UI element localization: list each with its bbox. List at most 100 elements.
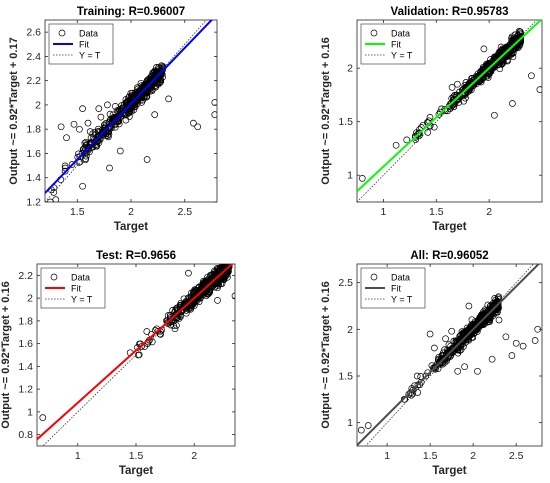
data-point: [460, 97, 468, 105]
data-point: [508, 50, 515, 58]
plot-area: [37, 255, 235, 446]
data-point-outlier: [454, 80, 461, 88]
data-point-outlier: [106, 164, 113, 172]
data-point: [202, 283, 209, 291]
data-point: [469, 78, 477, 86]
data-point: [100, 127, 108, 135]
data-point: [122, 116, 130, 124]
data-point: [462, 327, 470, 335]
data-point-outlier: [211, 111, 217, 118]
data-point: [171, 307, 179, 314]
legend-data-label: Data: [71, 273, 90, 283]
plot-area: [45, 20, 217, 202]
x-tick-label: 1.5: [129, 450, 144, 462]
y-tick-label: 1.2: [18, 384, 33, 396]
data-point: [188, 301, 196, 308]
data-point-outlier: [165, 95, 172, 103]
legend-yt-label: Y = T: [391, 51, 413, 61]
data-point-outlier: [86, 128, 94, 135]
data-point: [485, 70, 493, 77]
legend-data-label: Data: [391, 29, 410, 39]
y-axis-label: Output ~= 0.92*Target + 0.17: [8, 37, 20, 184]
data-point: [492, 59, 500, 67]
y-axis-label: Output ~= 0.92*Target + 0.16: [0, 281, 12, 428]
data-point: [130, 102, 138, 109]
data-point-outlier: [512, 339, 520, 347]
y-tick-label: 1: [27, 406, 33, 418]
subplot-4: 1 1.5 2 2.5 1 1.5 2 2.5 All: R=0.96052 Target Outp…: [320, 250, 543, 477]
x-tick-label: 2.5: [509, 450, 524, 462]
data-point-outlier: [143, 156, 151, 163]
data-point: [473, 75, 481, 83]
legend-data-label: Data: [79, 29, 98, 39]
x-axis-label: Target: [432, 465, 466, 477]
y-tick-label: 2.4: [26, 51, 41, 63]
data-point-outlier: [79, 105, 86, 112]
fit-line: [37, 264, 234, 441]
data-point-outlier: [231, 292, 235, 300]
identity-line: [365, 264, 534, 446]
data-point: [155, 64, 162, 71]
data-point-outlier: [442, 335, 449, 343]
data-point: [496, 65, 504, 73]
data-point-outlier: [426, 330, 434, 338]
data-point-outlier: [461, 363, 468, 371]
y-tick-label: 1: [347, 170, 353, 182]
data-point: [86, 141, 94, 149]
y-tick-label: 1: [347, 417, 353, 429]
data-point: [455, 99, 463, 106]
data-point-outlier: [531, 337, 539, 344]
data-point: [517, 30, 525, 38]
identity-line: [357, 20, 538, 202]
data-point-outlier: [448, 327, 456, 335]
x-axis-label: Target: [114, 221, 148, 233]
data-point: [226, 255, 232, 261]
data-point: [457, 332, 464, 339]
data-point-outlier: [70, 120, 78, 128]
x-tick-label: 1.5: [423, 450, 438, 462]
data-point: [204, 290, 212, 298]
legend-data-marker: [370, 273, 378, 281]
data-point: [483, 311, 491, 318]
data-point-outlier: [47, 198, 54, 202]
plot-area: [357, 20, 542, 202]
x-tick-label: 2: [470, 450, 476, 462]
data-point-outlier: [480, 45, 488, 53]
data-point: [499, 56, 507, 64]
data-point: [211, 275, 219, 283]
data-point-outlier: [448, 84, 456, 91]
data-point: [149, 76, 157, 83]
chart-title: Test: R=0.9656: [96, 250, 176, 262]
data-point: [106, 110, 114, 118]
data-point: [487, 314, 494, 322]
data-point: [145, 75, 152, 83]
y-tick-label: 2: [347, 63, 353, 75]
data-point: [170, 322, 178, 330]
data-point-outlier: [488, 355, 496, 363]
data-point: [124, 102, 132, 110]
y-tick-label: 0.8: [18, 429, 33, 441]
x-tick-label: 2: [191, 450, 197, 462]
data-point-outlier: [52, 196, 60, 202]
data-point-outlier: [491, 111, 498, 119]
x-tick-label: 1: [381, 206, 387, 218]
data-point-outlier: [357, 426, 365, 434]
y-tick-label: 1.6: [26, 148, 41, 160]
y-tick-label: 2.2: [18, 270, 33, 282]
data-point-outlier: [400, 395, 408, 403]
data-point: [76, 153, 84, 161]
data-point-outlier: [435, 353, 443, 361]
legend-data-marker: [58, 29, 66, 37]
x-axis-label: Target: [432, 221, 466, 233]
data-point: [467, 82, 475, 89]
y-tick-label: 1.2: [26, 197, 41, 209]
y-tick-label: 1.4: [18, 361, 33, 373]
data-point: [196, 288, 204, 296]
legend-fit-label: Fit: [391, 284, 401, 294]
data-point-outlier: [194, 123, 202, 131]
data-point: [186, 298, 194, 306]
chart-title: All: R=0.96052: [410, 250, 488, 262]
data-point: [183, 300, 191, 308]
x-tick-label: 1: [384, 450, 390, 462]
